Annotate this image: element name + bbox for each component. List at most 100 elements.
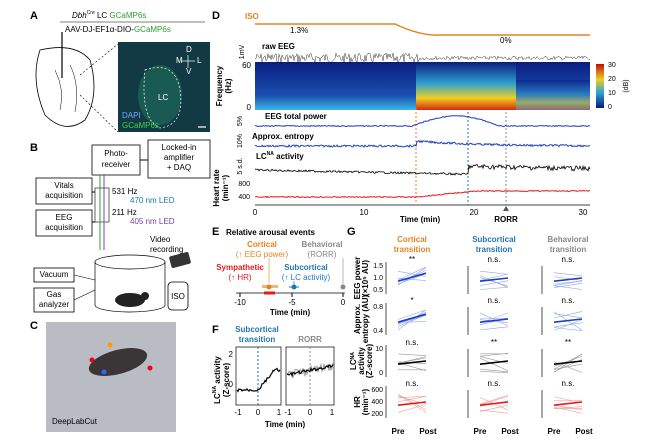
row-label: EEG power bbox=[353, 257, 362, 300]
subject-line bbox=[553, 313, 583, 319]
tick-label: 60 bbox=[242, 61, 251, 70]
subject-line bbox=[479, 404, 509, 412]
subject-line bbox=[553, 282, 583, 288]
subject-line bbox=[397, 309, 427, 331]
significance: n.s. bbox=[562, 379, 575, 388]
panel-c: C DeepLabCut bbox=[30, 320, 176, 432]
eeg-trace bbox=[254, 52, 591, 63]
colorbar bbox=[596, 64, 604, 108]
x-label: Pre bbox=[474, 427, 487, 436]
subject-line bbox=[553, 276, 583, 281]
subject-line bbox=[397, 314, 427, 327]
brain-sketch bbox=[35, 47, 95, 127]
significance: ** bbox=[409, 255, 415, 264]
scale: 5% bbox=[237, 116, 244, 126]
box-label: ISO bbox=[171, 292, 185, 301]
axis-label: Time (min) bbox=[270, 308, 311, 317]
panel-letter: F bbox=[212, 324, 219, 336]
event: (↑ LC activity) bbox=[282, 273, 331, 282]
tick-label: 30 bbox=[608, 62, 616, 69]
axis-label: LCNA activity bbox=[212, 356, 222, 404]
column-title: Subcortical bbox=[472, 235, 516, 244]
photo-label: DeepLabCut bbox=[52, 417, 98, 426]
subject-line bbox=[553, 355, 583, 367]
subject-line bbox=[397, 353, 427, 356]
panel-letter: D bbox=[212, 10, 220, 22]
tick-label: 0 bbox=[379, 370, 383, 377]
iso-level: 1.3% bbox=[290, 26, 308, 35]
subject-line bbox=[479, 280, 509, 286]
tick-label: 400 bbox=[371, 399, 383, 406]
subject-line bbox=[553, 404, 583, 411]
tick-label: 800 bbox=[238, 181, 250, 188]
label: recording bbox=[150, 245, 183, 254]
plot-title: RORR bbox=[298, 335, 322, 344]
subject-line bbox=[479, 368, 509, 373]
frequency: 531 Hz bbox=[112, 187, 137, 196]
axis-label: (Z-score) bbox=[222, 363, 231, 398]
subject-line bbox=[479, 286, 509, 290]
region-label: LC bbox=[158, 93, 168, 102]
subject-line bbox=[553, 280, 583, 286]
iso-trace bbox=[255, 23, 590, 36]
panel-b: B Photo- receiver Locked-in amplifier + … bbox=[30, 139, 211, 313]
mean-line bbox=[479, 318, 509, 323]
box-label: amplifier bbox=[164, 153, 195, 162]
frequency: 211 Hz bbox=[112, 208, 137, 217]
subject-line bbox=[553, 327, 583, 331]
mean-line bbox=[479, 277, 509, 282]
subject-line bbox=[479, 326, 509, 331]
hr-trace bbox=[254, 189, 590, 199]
tick-label: 0 bbox=[247, 103, 252, 112]
axis-label: (min⁻¹) bbox=[221, 174, 230, 201]
significance: n.s. bbox=[488, 296, 501, 305]
x-label: Post bbox=[419, 427, 437, 436]
tick-label: 20 bbox=[608, 76, 616, 83]
tick-label: 600 bbox=[371, 387, 383, 394]
tick-label: -1 bbox=[284, 408, 292, 417]
subject-line bbox=[553, 363, 583, 370]
subject-line bbox=[397, 278, 427, 281]
axis-label: (Hz) bbox=[224, 78, 233, 93]
subject-line bbox=[479, 370, 509, 374]
box-label: acquisition bbox=[45, 191, 83, 200]
tick-label: 20 bbox=[470, 208, 479, 217]
significance: * bbox=[410, 296, 413, 305]
mean-line bbox=[553, 401, 583, 406]
axis-label: Time (min) bbox=[400, 215, 441, 224]
panel-letter: B bbox=[30, 142, 38, 154]
tick-label: 400 bbox=[238, 194, 250, 201]
row-label: Approx. bbox=[353, 304, 362, 334]
event: Sympathetic bbox=[216, 263, 264, 272]
axis-label: Time (min) bbox=[265, 420, 306, 429]
mean-line bbox=[553, 277, 583, 282]
significance: n.s. bbox=[562, 296, 575, 305]
tick-label: -10 bbox=[234, 298, 246, 307]
column-title: transition bbox=[550, 245, 587, 254]
significance: n.s. bbox=[488, 255, 501, 264]
label: Video bbox=[150, 235, 171, 244]
subject-line bbox=[479, 317, 509, 320]
panel-f: F Subcortical transition RORR LCNA activ… bbox=[212, 324, 335, 429]
row-label: LCᴺᴬ bbox=[349, 352, 358, 370]
box-label: acquisition bbox=[45, 223, 83, 232]
photo bbox=[46, 322, 176, 432]
axis-label: Heart rate bbox=[212, 169, 221, 207]
mean-line bbox=[397, 272, 427, 282]
virus: AAV-DJ-EF1α-DIO-GCaMP6s bbox=[65, 25, 171, 34]
x-label: Post bbox=[575, 427, 593, 436]
box-label: + DAQ bbox=[167, 163, 191, 172]
x-label: Pre bbox=[548, 427, 561, 436]
panel-a: A DbhCre LC GCaMP6s AAV-DJ-EF1α-DIO-GCaM… bbox=[30, 10, 210, 133]
subject-line bbox=[479, 395, 509, 405]
tick-label: 10 bbox=[375, 346, 383, 353]
tick-label: 0.5 bbox=[373, 287, 383, 294]
power-trace bbox=[254, 115, 591, 128]
subject-line bbox=[553, 272, 583, 277]
tick-label: 0 bbox=[341, 298, 346, 307]
trace-label: ISO bbox=[245, 12, 259, 21]
subject-line bbox=[479, 277, 509, 287]
event: (↑ EEG power) bbox=[236, 250, 289, 259]
subject-line bbox=[553, 285, 583, 290]
event-label: RORR bbox=[494, 215, 518, 224]
